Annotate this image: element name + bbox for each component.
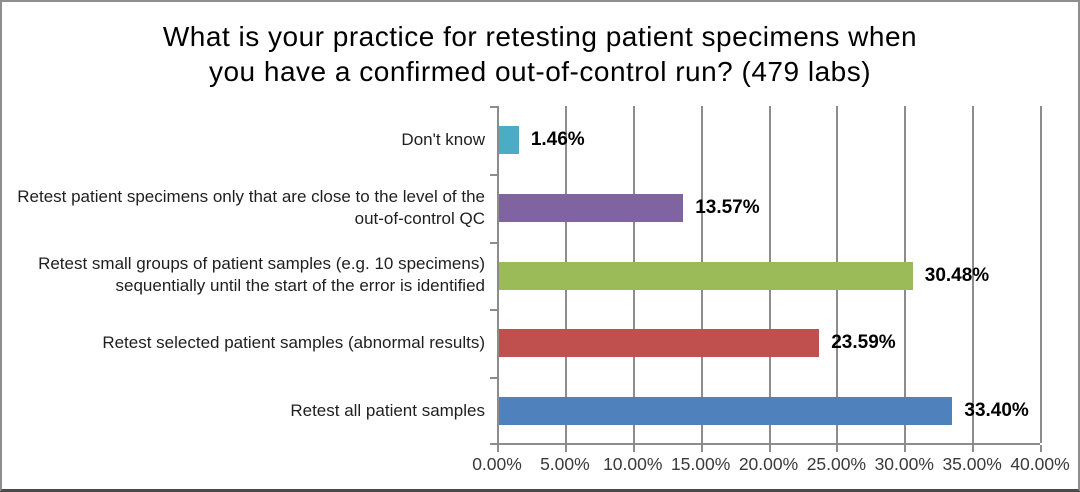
- x-axis-tick-labels: 0.00% 5.00% 10.00% 15.00% 20.00% 25.00% 30.00%…: [472, 454, 1069, 480]
- category-label: Retest small groups of patient samples (…: [38, 254, 485, 296]
- x-axis-tick-label: 10.00%: [603, 454, 663, 474]
- x-axis-tick-label: 0.00%: [472, 454, 522, 474]
- x-axis-tick-label: 35.00%: [942, 454, 1002, 474]
- bar: [499, 329, 820, 358]
- bar-value-label: 30.48%: [924, 264, 990, 286]
- x-axis-tick-mark: [836, 445, 839, 452]
- x-axis-tick-label: 25.00%: [806, 454, 867, 474]
- y-axis-tick-mark: [490, 309, 497, 312]
- x-axis-tick-label: 40.00%: [1010, 454, 1070, 474]
- x-axis-tick-label: 15.00%: [670, 454, 731, 474]
- x-axis-tick-mark: [904, 445, 907, 452]
- x-axis-tick-mark: [700, 445, 703, 452]
- bar: [499, 261, 913, 290]
- category-label: Retest selected patient samples (abnorma…: [102, 333, 485, 353]
- bar: [499, 397, 953, 426]
- gridline: [972, 106, 975, 443]
- y-axis-tick-mark: [490, 173, 497, 176]
- x-axis-tick-mark: [972, 445, 975, 452]
- bar: [499, 125, 519, 154]
- x-axis-tick-label: 20.00%: [738, 454, 799, 474]
- category-label: Retest patient specimens only that are c…: [17, 186, 485, 228]
- y-axis-tick-mark: [490, 241, 497, 244]
- y-axis-tick-mark: [490, 377, 497, 380]
- chart-title-line-1: What is your practice for retesting pati…: [162, 21, 918, 52]
- gridline: [1040, 106, 1042, 443]
- chart-title: What is your practice for retesting pati…: [2, 19, 1078, 89]
- bar-value-label: 13.57%: [695, 196, 760, 218]
- x-axis-tick-mark: [497, 445, 499, 452]
- y-axis-tick-mark: [490, 106, 497, 108]
- category-labels: Don't know Retest patient specimens only …: [8, 106, 490, 445]
- x-axis-tick-mark: [768, 445, 771, 452]
- x-axis-tick-mark: [564, 445, 567, 452]
- x-axis-tick-mark: [1040, 445, 1042, 452]
- y-axis-tick-mark: [490, 443, 497, 445]
- bar: [499, 193, 684, 222]
- x-axis-tick-mark: [632, 445, 635, 452]
- bar-value-label: 23.59%: [831, 332, 896, 354]
- category-label: Don't know: [401, 129, 485, 149]
- x-axis-tick-label: 30.00%: [874, 454, 934, 474]
- x-axis-tick-label: 5.00%: [540, 454, 590, 474]
- bar-value-label: 1.46%: [530, 128, 585, 150]
- chart-title-line-2: you have a confirmed out-of-control run?…: [208, 56, 872, 87]
- plot-area: 1.46% 13.57% 30.48% 23.59% 33.40%: [490, 106, 1042, 452]
- bar-value-label: 33.40%: [964, 400, 1029, 422]
- category-label: Retest all patient samples: [290, 401, 485, 421]
